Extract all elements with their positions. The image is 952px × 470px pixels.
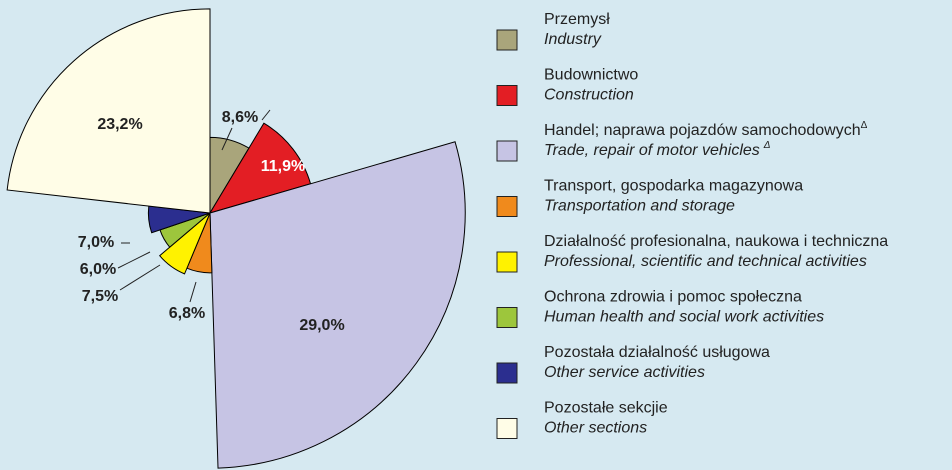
legend-label-en-text: Human health and social work activities: [544, 309, 824, 326]
legend-label-en: Human health and social work activities: [544, 309, 824, 326]
value-label: 29,0%: [299, 317, 344, 334]
legend-label-en: Professional, scientific and technical a…: [544, 253, 867, 270]
legend-label: Ochrona zdrowia i pomoc społeczna: [544, 289, 802, 306]
legend-swatch: [496, 251, 518, 273]
value-label: 7,5%: [82, 288, 118, 305]
legend-label-pl: Pozostała działalność usługowa: [544, 344, 770, 361]
value-label: 11,9%: [261, 158, 305, 175]
legend-label-en-text: Other sections: [544, 420, 647, 437]
legend-label: Pozostała działalność usługowa: [544, 344, 770, 361]
legend-label-en: Industry: [544, 31, 602, 48]
legend-label: Handel; naprawa pojazdów samochodowychΔ: [544, 120, 868, 140]
legend-mark: Δ: [763, 140, 771, 151]
legend-swatch: [496, 196, 518, 217]
slice: [6, 8, 211, 214]
legend-label-en: Trade, repair of motor vehicles Δ: [544, 140, 771, 160]
slice: [208, 122, 312, 214]
legend-label-pl: Działalność profesionalna, naukowa i tec…: [544, 233, 888, 250]
legend-swatch: [496, 29, 518, 51]
legend-label-en: Construction: [544, 87, 634, 104]
legend-label-en-text: Professional, scientific and technical a…: [544, 253, 867, 270]
legend-label: Działalność profesionalna, naukowa i tec…: [544, 233, 888, 250]
value-label: 8,6%: [222, 109, 258, 126]
legend-label-en-text: Transportation and storage: [544, 198, 735, 215]
legend-label-en: Other sections: [544, 420, 647, 437]
legend-label-en: Other service activities: [544, 364, 705, 381]
legend-label: Pozostałe sekcjie: [544, 400, 668, 417]
legend-label-en-text: Industry: [544, 31, 602, 48]
leader-line: [261, 109, 271, 121]
legend-swatch: [496, 307, 518, 328]
legend-label-pl: Transport, gospodarka magazynowa: [544, 178, 803, 195]
legend-label-en-text: Other service activities: [544, 364, 705, 381]
legend-label-en-text: Construction: [544, 87, 634, 104]
legend-swatch: [496, 140, 518, 162]
legend-label: Przemysł: [544, 11, 610, 28]
value-label: 23,2%: [97, 116, 142, 133]
value-label: 6,0%: [80, 261, 116, 278]
legend-label-pl: Handel; naprawa pojazdów samochodowych: [544, 122, 861, 139]
slice: [158, 212, 211, 275]
legend-mark: Δ: [861, 120, 868, 131]
leader-line: [117, 251, 151, 269]
leader-line: [221, 127, 233, 151]
legend-label-pl: Przemysł: [544, 11, 610, 28]
legend-swatch: [496, 362, 518, 384]
legend-label-en-text: Trade, repair of motor vehicles: [544, 142, 760, 159]
legend-label-pl: Ochrona zdrowia i pomoc społeczna: [544, 289, 802, 306]
legend-label: Transport, gospodarka magazynowa: [544, 178, 803, 195]
legend-label-pl: Pozostałe sekcjie: [544, 400, 668, 417]
leader-line: [189, 281, 197, 303]
slice: [209, 141, 466, 469]
legend-label-pl: Budownictwo: [544, 67, 638, 84]
value-label: 7,0%: [78, 234, 114, 251]
legend-label-en: Transportation and storage: [544, 198, 735, 215]
legend-swatch: [496, 418, 518, 439]
leader-line: [119, 264, 161, 291]
legend-label: Budownictwo: [544, 67, 638, 84]
legend-swatch: [496, 85, 518, 106]
value-label: 6,8%: [169, 305, 205, 322]
